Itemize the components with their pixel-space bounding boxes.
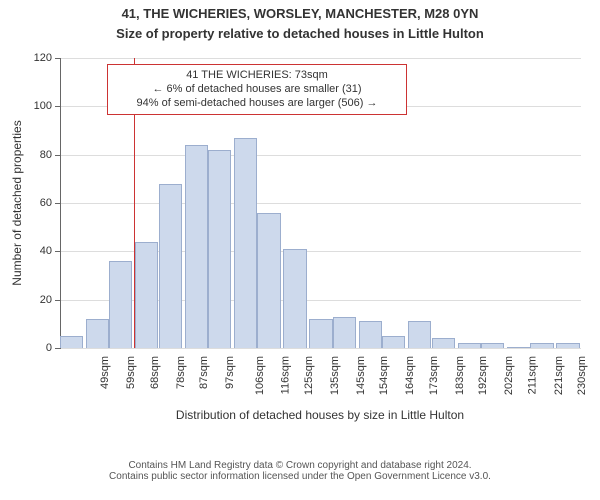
xtick-label: 135sqm [329, 356, 341, 395]
ytick-mark [55, 106, 60, 107]
xtick-label: 97sqm [224, 356, 236, 389]
xtick-label: 116sqm [279, 356, 291, 394]
ytick-label: 60 [22, 197, 52, 209]
histogram-bar [60, 336, 83, 348]
xtick-label: 202sqm [503, 356, 515, 395]
histogram-bar [135, 242, 158, 348]
annotation-line1: 41 THE WICHERIES: 73sqm [112, 69, 402, 83]
x-axis-label: Distribution of detached houses by size … [60, 408, 580, 422]
annotation-line3: 94% of semi-detached houses are larger (… [112, 97, 402, 111]
footer-line1: Contains HM Land Registry data © Crown c… [0, 460, 600, 471]
annotation-box: 41 THE WICHERIES: 73sqm ← 6% of detached… [107, 64, 407, 115]
xtick-label: 145sqm [355, 356, 367, 395]
histogram-bar [309, 319, 332, 348]
xtick-label: 68sqm [149, 356, 161, 389]
histogram-bar [159, 184, 182, 348]
gridline [61, 58, 581, 59]
xtick-label: 183sqm [454, 356, 466, 395]
xtick-label: 78sqm [175, 356, 187, 389]
histogram-bar [408, 321, 431, 348]
histogram-bar [382, 336, 405, 348]
histogram-bar [234, 138, 257, 348]
chart-title-line1: 41, THE WICHERIES, WORSLEY, MANCHESTER, … [0, 6, 600, 21]
footer-line2: Contains public sector information licen… [0, 471, 600, 482]
xtick-label: 125sqm [303, 356, 315, 395]
annotation-line2: ← 6% of detached houses are smaller (31) [112, 83, 402, 97]
ytick-mark [55, 203, 60, 204]
ytick-label: 20 [22, 294, 52, 306]
xtick-label: 230sqm [576, 356, 588, 395]
gridline [61, 348, 581, 349]
ytick-label: 100 [22, 100, 52, 112]
xtick-label: 49sqm [99, 356, 111, 389]
ytick-label: 40 [22, 245, 52, 257]
footer: Contains HM Land Registry data © Crown c… [0, 460, 600, 482]
histogram-bar [185, 145, 208, 348]
histogram-bar [257, 213, 280, 348]
chart-title-line2: Size of property relative to detached ho… [0, 26, 600, 41]
histogram-bar [432, 338, 455, 348]
histogram-bar [507, 347, 530, 348]
xtick-label: 192sqm [477, 356, 489, 395]
xtick-label: 106sqm [254, 356, 266, 395]
gridline [61, 155, 581, 156]
ytick-mark [55, 300, 60, 301]
chart-container: 41, THE WICHERIES, WORSLEY, MANCHESTER, … [0, 0, 600, 500]
histogram-bar [530, 343, 553, 348]
ytick-mark [55, 58, 60, 59]
xtick-label: 154sqm [379, 356, 391, 395]
xtick-label: 173sqm [428, 356, 440, 395]
xtick-label: 59sqm [125, 356, 137, 389]
ytick-label: 120 [22, 52, 52, 64]
histogram-bar [208, 150, 231, 348]
histogram-bar [458, 343, 481, 348]
xtick-label: 164sqm [405, 356, 417, 395]
ytick-label: 0 [22, 342, 52, 354]
histogram-bar [556, 343, 579, 348]
xtick-label: 211sqm [526, 356, 538, 394]
histogram-bar [86, 319, 109, 348]
ytick-label: 80 [22, 149, 52, 161]
xtick-label: 221sqm [553, 356, 565, 395]
histogram-bar [109, 261, 132, 348]
histogram-bar [359, 321, 382, 348]
ytick-mark [55, 348, 60, 349]
histogram-bar [481, 343, 504, 348]
histogram-bar [333, 317, 356, 348]
ytick-mark [55, 251, 60, 252]
plot-area: 41 THE WICHERIES: 73sqm ← 6% of detached… [60, 58, 581, 349]
gridline [61, 203, 581, 204]
histogram-bar [283, 249, 306, 348]
xtick-label: 87sqm [198, 356, 210, 389]
ytick-mark [55, 155, 60, 156]
